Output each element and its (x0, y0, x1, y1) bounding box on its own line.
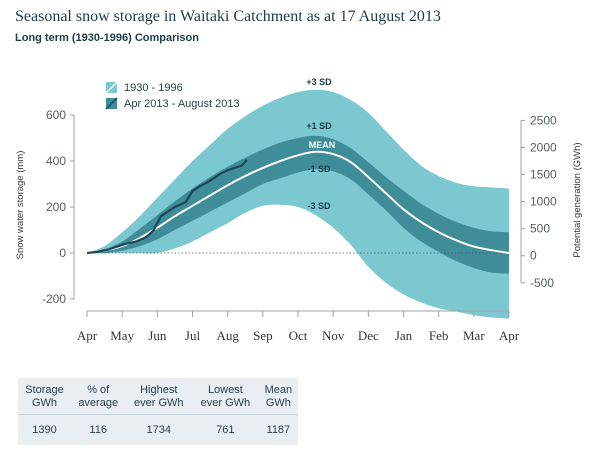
y2-axis-label: Potential generation (GWh) (572, 142, 583, 257)
stats-header-cell: Mean GWh (258, 378, 298, 415)
stats-table: Storage GWh% of average Highest ever GWh Lowe… (18, 378, 298, 445)
x-tick-label: Jun (148, 328, 167, 343)
legend-swatch-1930-1996-stroke (105, 81, 118, 94)
x-tick-label: Oct (289, 328, 308, 343)
y-tick-label: -200 (42, 292, 66, 306)
legend: 1930 - 1996 Apr 2013 - August 2013 (105, 81, 240, 110)
x-tick-label: Jul (185, 328, 201, 343)
stats-header-line: Highest (140, 384, 178, 396)
legend-label-2013: Apr 2013 - August 2013 (124, 98, 240, 110)
band-1sd (87, 135, 509, 274)
stats-header-line: % of (87, 384, 110, 396)
y-axis-label: Snow water storage (mm) (15, 151, 26, 260)
x-tick-label: Aug (216, 328, 239, 343)
x-tick-label: Feb (429, 328, 449, 343)
label-minus1-sd: -1 SD (307, 164, 331, 174)
stats-header-line: GWh (265, 397, 291, 409)
stats-value-cell: 761 (216, 424, 235, 436)
y-tick-label: 200 (46, 200, 66, 214)
stats-header-cell: Lowest ever GWh (192, 378, 259, 415)
x-tick-label: Dec (358, 328, 379, 343)
x-tick-label: Apr (77, 328, 98, 343)
x-tick-label: Jan (395, 328, 413, 343)
x-tick-label: Mar (463, 328, 485, 343)
y-tick-label: 600 (46, 108, 66, 122)
label-minus3-sd: -3 SD (307, 201, 331, 211)
legend-label-1930-1996: 1930 - 1996 (124, 82, 183, 94)
chart-subtitle: Long term (1930-1996) Comparison (15, 32, 199, 44)
y2-tick-label: 1500 (530, 168, 557, 182)
x-tick-label: Sep (253, 328, 273, 343)
label-mean: MEAN (309, 140, 336, 150)
band-3sd (87, 89, 509, 319)
stats-header-line: average (78, 397, 119, 409)
y2-tick-label: 2000 (530, 140, 557, 154)
y-tick-label: 400 (46, 154, 66, 168)
stats-header-line: GWh (31, 397, 57, 409)
stats-value-cell: 1734 (146, 424, 171, 436)
x-tick-label: May (110, 328, 134, 343)
stats-header-cell: Highest ever GWh (125, 378, 193, 415)
x-tick-label: Apr (499, 328, 520, 343)
current-season-line (86, 159, 248, 255)
stats-value-cell: 1187 (266, 424, 291, 436)
stats-header-cell: Storage GWh (18, 378, 71, 415)
y2-tick-label: 2500 (530, 113, 557, 127)
stats-header-line: Lowest (207, 384, 243, 396)
stats-header-line: Storage (25, 384, 64, 396)
label-plus3-sd: +3 SD (306, 77, 332, 87)
y2-tick-label: 1000 (530, 195, 557, 209)
y-tick-label: 0 (59, 246, 66, 260)
y2-tick-label: 500 (530, 222, 550, 236)
stats-header-row: Storage GWh% of average Highest ever GWh Lowe… (18, 378, 298, 415)
stats-header-line: Mean (264, 384, 293, 396)
x-tick-label: Nov (322, 328, 345, 343)
stats-value-cell: 116 (89, 424, 107, 436)
stats-value-cell: 1390 (32, 424, 57, 436)
stats-header-line: ever GWh (133, 397, 184, 409)
y2-tick-label: -500 (530, 276, 554, 290)
mean-line (86, 150, 510, 254)
stats-value-row: 1390 116 1734 761 1187 (18, 415, 298, 446)
label-plus1-sd: +1 SD (306, 121, 332, 131)
legend-swatch-2013-stroke (105, 97, 118, 110)
y2-tick-label: 0 (530, 249, 537, 263)
stats-header-cell: % of average (70, 378, 126, 415)
stats-header-line: ever GWh (200, 397, 251, 409)
chart-title: Seasonal snow storage in Waitaki Catchme… (15, 8, 441, 25)
